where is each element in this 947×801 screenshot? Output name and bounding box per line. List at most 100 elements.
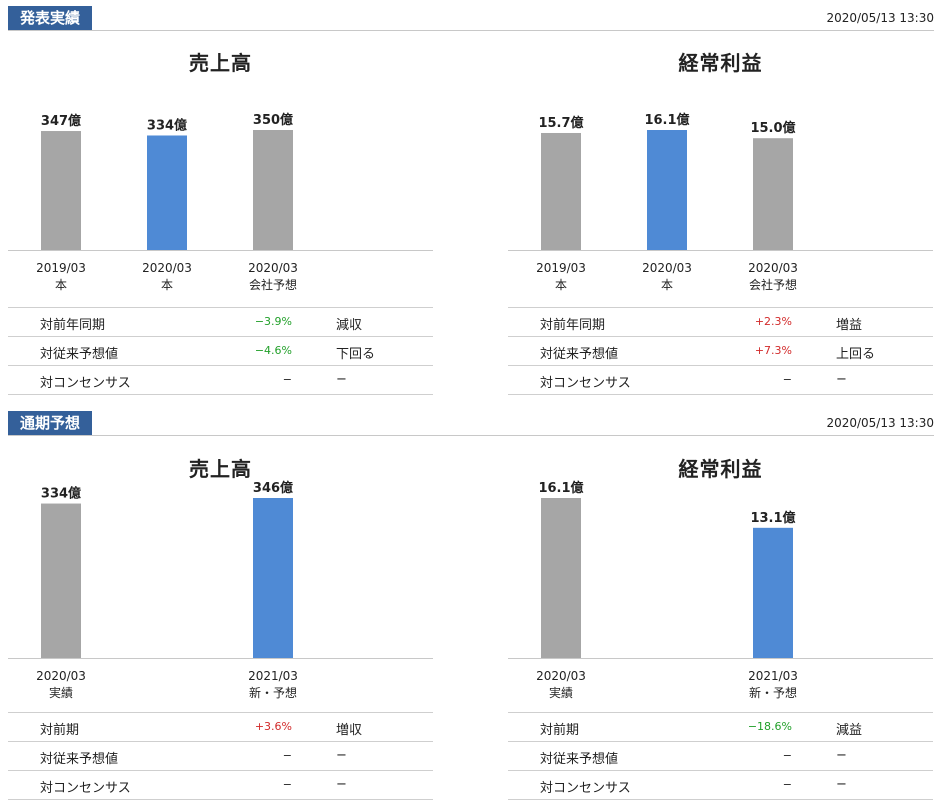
comparison-value: +7.3% — [754, 344, 792, 357]
bar — [41, 131, 81, 250]
bar — [147, 135, 187, 250]
category-label: 本 — [55, 278, 67, 292]
bar — [253, 498, 293, 658]
category-label: 新・予想 — [249, 685, 297, 700]
bar — [253, 130, 293, 250]
timestamp: 2020/05/13 13:30 — [826, 11, 934, 25]
category-label: 本 — [555, 278, 567, 292]
section-header-forecast: 通期予想 2020/05/13 13:30 — [8, 411, 934, 436]
comparison-value: +3.6% — [254, 720, 292, 733]
comparison-row: 対コンセンサス − − — [508, 366, 933, 395]
comparison-note: 減収 — [336, 318, 363, 333]
category-label: 会社予想 — [249, 277, 297, 292]
comparison-row: 対従来予想値 +7.3% 上回る — [508, 337, 933, 366]
category-label: 2019/03 — [36, 261, 86, 275]
comparison-table: 対前期 −18.6% 減益対従来予想値 − − 対コンセンサス − − — [508, 712, 933, 800]
comparison-label: 対従来予想値 — [40, 347, 119, 362]
comparison-row: 対従来予想値 − − — [8, 742, 433, 771]
comparison-row: 対前年同期 +2.3% 増益 — [508, 307, 933, 337]
data-label: 350億 — [253, 112, 293, 128]
comparison-row: 対前期 +3.6% 増収 — [8, 712, 433, 742]
comparison-value: − — [282, 778, 292, 791]
data-label: 16.1億 — [644, 112, 689, 128]
bar — [541, 498, 581, 658]
timestamp: 2020/05/13 13:30 — [826, 416, 934, 430]
comparison-note: − — [336, 777, 347, 792]
data-label: 334億 — [147, 117, 187, 133]
bar — [753, 138, 793, 250]
comparison-note: 増収 — [336, 723, 363, 738]
bar-chart: 15.7億 2019/03 本 16.1億 2020/03 本 15.0億 2020/03 会社… — [508, 112, 933, 292]
comparison-value: − — [782, 778, 792, 791]
category-label: 実績 — [49, 685, 73, 700]
data-label: 334億 — [41, 486, 81, 502]
bar — [753, 527, 793, 658]
comparison-row: 対前期 −18.6% 減益 — [508, 712, 933, 742]
category-label: 本 — [661, 278, 673, 292]
comparison-label: 対コンセンサス — [40, 376, 131, 391]
comparison-label: 対コンセンサス — [540, 376, 631, 391]
chart-title: 売上高 — [189, 457, 252, 481]
category-label: 会社予想 — [749, 277, 797, 292]
comparison-value: − — [282, 749, 292, 762]
comparison-row: 対従来予想値 −4.6% 下回る — [8, 337, 433, 366]
category-label: 本 — [161, 278, 173, 292]
comparison-note: 増益 — [836, 318, 863, 333]
comparison-table: 対前期 +3.6% 増収 対従来予想値 − − 対コンセンサス − − — [8, 712, 433, 800]
comparison-label: 対前年同期 — [40, 318, 106, 333]
data-label: 346億 — [253, 480, 293, 496]
category-label: 2021/03 — [748, 669, 798, 683]
comparison-note: − — [836, 748, 847, 763]
category-label: 2020/03 — [748, 261, 798, 275]
category-label: 2020/03 — [536, 669, 586, 683]
comparison-row: 対従来予想値 − − — [508, 742, 933, 771]
bar-chart: 334億 2020/03 実績 346億 2021/03 新・予想 — [8, 480, 433, 700]
comparison-row: 対前年同期 −3.9% 減収 — [8, 307, 433, 337]
category-label: 2020/03 — [248, 261, 298, 275]
chart-title: 経常利益 — [678, 51, 763, 75]
chart-title: 経常利益 — [678, 457, 763, 481]
comparison-row: 対コンセンサス − − — [508, 771, 933, 800]
comparison-value: +2.3% — [754, 315, 792, 328]
chart-title: 売上高 — [189, 51, 252, 75]
category-label: 2020/03 — [142, 261, 192, 275]
category-label: 2020/03 — [36, 669, 86, 683]
comparison-label: 対前期 — [540, 723, 580, 738]
data-label: 15.0億 — [750, 120, 795, 136]
category-label: 新・予想 — [749, 685, 797, 700]
data-label: 347億 — [41, 113, 81, 129]
data-label: 16.1億 — [538, 480, 583, 496]
comparison-note: 減益 — [836, 723, 863, 738]
comparison-note: − — [836, 777, 847, 792]
comparison-note: 上回る — [836, 347, 876, 362]
data-label: 13.1億 — [750, 510, 795, 526]
bar — [41, 503, 81, 658]
bar-chart: 347億 2019/03 本 334億 2020/03 本 350億 2020/03 会社予想 — [8, 112, 433, 292]
comparison-note: 下回る — [336, 347, 376, 362]
category-label: 2021/03 — [248, 669, 298, 683]
category-label: 2020/03 — [642, 261, 692, 275]
category-label: 実績 — [549, 685, 573, 700]
comparison-value: −4.6% — [254, 344, 292, 357]
comparison-value: − — [282, 373, 292, 386]
bar — [541, 132, 581, 250]
category-label: 2019/03 — [536, 261, 586, 275]
comparison-label: 対従来予想値 — [540, 752, 619, 767]
comparison-label: 対前期 — [40, 723, 80, 738]
data-label: 15.7億 — [538, 115, 583, 131]
comparison-value: − — [782, 749, 792, 762]
comparison-value: −18.6% — [747, 720, 792, 733]
comparison-row: 対コンセンサス − − — [8, 771, 433, 800]
comparison-label: 対従来予想値 — [540, 347, 619, 362]
comparison-label: 対従来予想値 — [40, 752, 119, 767]
comparison-label: 対前年同期 — [540, 318, 606, 333]
bar — [647, 130, 687, 250]
section-tag: 発表実績 — [8, 6, 93, 30]
section-tag: 通期予想 — [8, 411, 93, 435]
comparison-label: 対コンセンサス — [540, 781, 631, 796]
bar-chart: 16.1億 2020/03 実績 13.1億 2021/03 新・予想 — [508, 480, 933, 700]
comparison-note: − — [336, 748, 347, 763]
comparison-value: − — [782, 373, 792, 386]
comparison-note: − — [336, 372, 347, 387]
comparison-value: −3.9% — [254, 315, 292, 328]
